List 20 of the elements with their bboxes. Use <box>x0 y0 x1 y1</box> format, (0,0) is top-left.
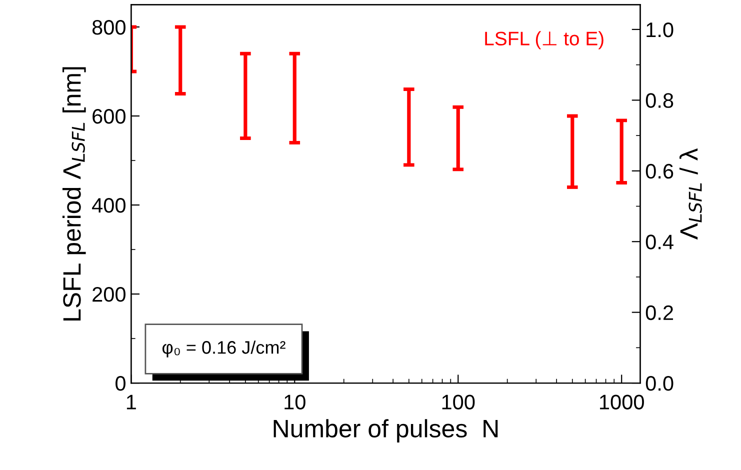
y2-tick-label: 0.8 <box>646 93 674 108</box>
y2-axis-title: Λ$_{LSFL}$ / λ <box>679 148 702 240</box>
y2-tick-label: 0.2 <box>646 305 673 320</box>
x-tick-label: 1 <box>126 394 136 410</box>
y2-tick-label: 1.0 <box>646 22 674 38</box>
x-tick-label: 100 <box>442 394 475 410</box>
y-tick-label: 600 <box>92 108 126 124</box>
x-axis-title: Number of pulses N <box>274 419 498 442</box>
y2-tick-label: 0.4 <box>646 234 674 250</box>
y-tick-label: 0 <box>116 376 126 391</box>
x-tick-label: 1000 <box>600 394 644 410</box>
y2-tick-label: 0.0 <box>646 376 674 391</box>
y2-tick-label: 0.6 <box>646 164 674 179</box>
annotation: φ₀ = 0.16 J/cm² <box>162 340 286 358</box>
y-axis-title: LSFL period Λ$_{LSFL}$ [nm] <box>62 67 86 320</box>
y-tick-label: 400 <box>92 198 126 213</box>
text: LSFL (⊥ to E) <box>485 31 604 50</box>
y-tick-label: 800 <box>92 20 126 35</box>
x-tick-label: 10 <box>284 394 306 410</box>
y-tick-label: 200 <box>92 287 126 302</box>
